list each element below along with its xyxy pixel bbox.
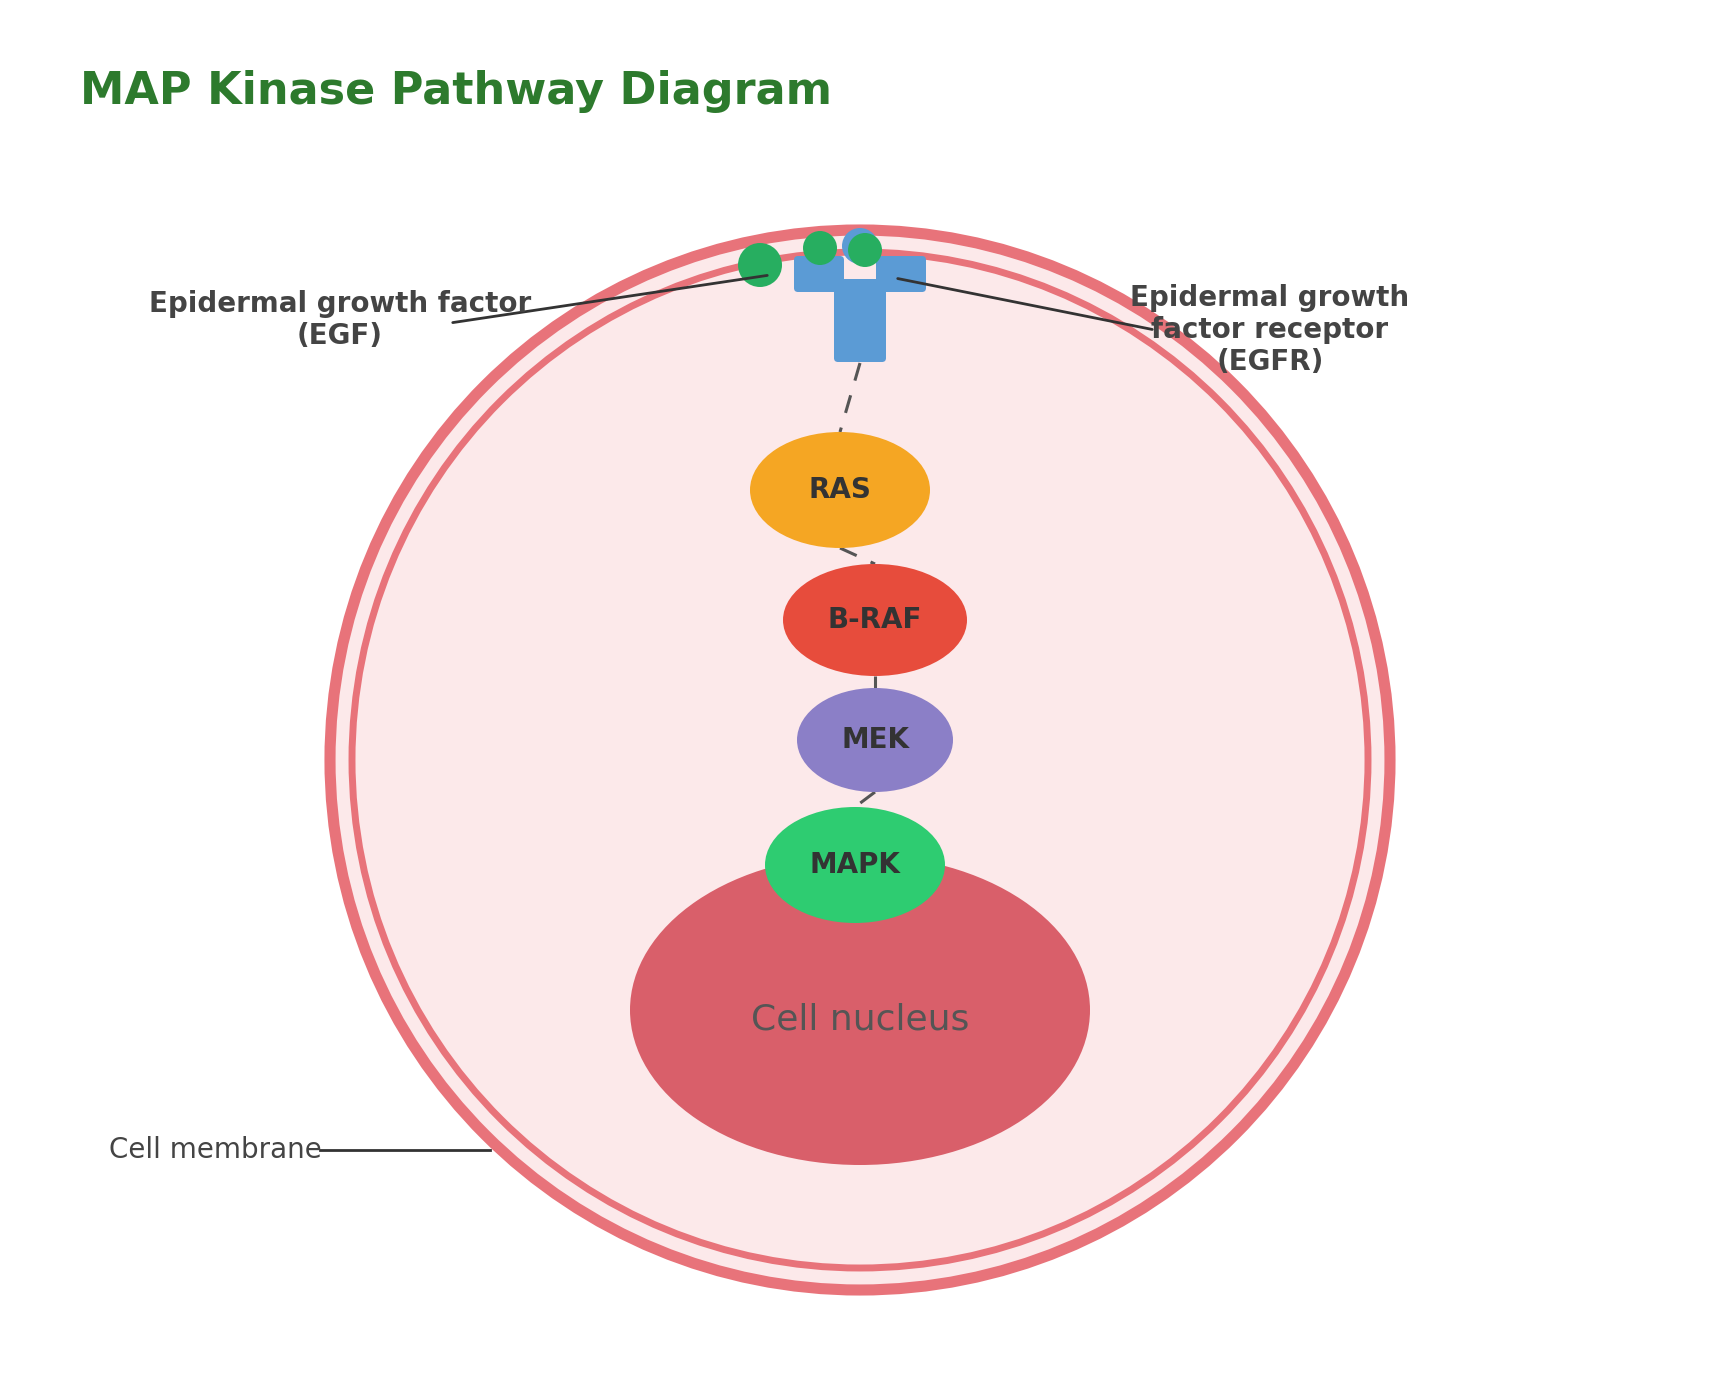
FancyBboxPatch shape	[793, 256, 843, 293]
Ellipse shape	[630, 855, 1089, 1165]
Text: Epidermal growth
factor receptor
(EGFR): Epidermal growth factor receptor (EGFR)	[1131, 284, 1409, 377]
Text: RAS: RAS	[809, 476, 871, 504]
Text: MAP Kinase Pathway Diagram: MAP Kinase Pathway Diagram	[79, 70, 831, 113]
FancyBboxPatch shape	[876, 256, 926, 293]
Text: MEK: MEK	[842, 727, 909, 755]
Ellipse shape	[750, 433, 929, 547]
Text: Cell nucleus: Cell nucleus	[750, 1002, 969, 1037]
Circle shape	[804, 231, 836, 265]
Circle shape	[848, 232, 881, 267]
Circle shape	[738, 244, 781, 287]
FancyBboxPatch shape	[835, 279, 886, 363]
Text: B-RAF: B-RAF	[828, 606, 922, 634]
Ellipse shape	[330, 230, 1391, 1289]
Ellipse shape	[797, 687, 953, 792]
Text: MAPK: MAPK	[809, 851, 900, 879]
Circle shape	[842, 228, 878, 265]
Ellipse shape	[783, 564, 967, 676]
Text: Epidermal growth factor
(EGF): Epidermal growth factor (EGF)	[150, 290, 532, 350]
Text: Cell membrane: Cell membrane	[108, 1135, 322, 1163]
Ellipse shape	[766, 806, 945, 923]
